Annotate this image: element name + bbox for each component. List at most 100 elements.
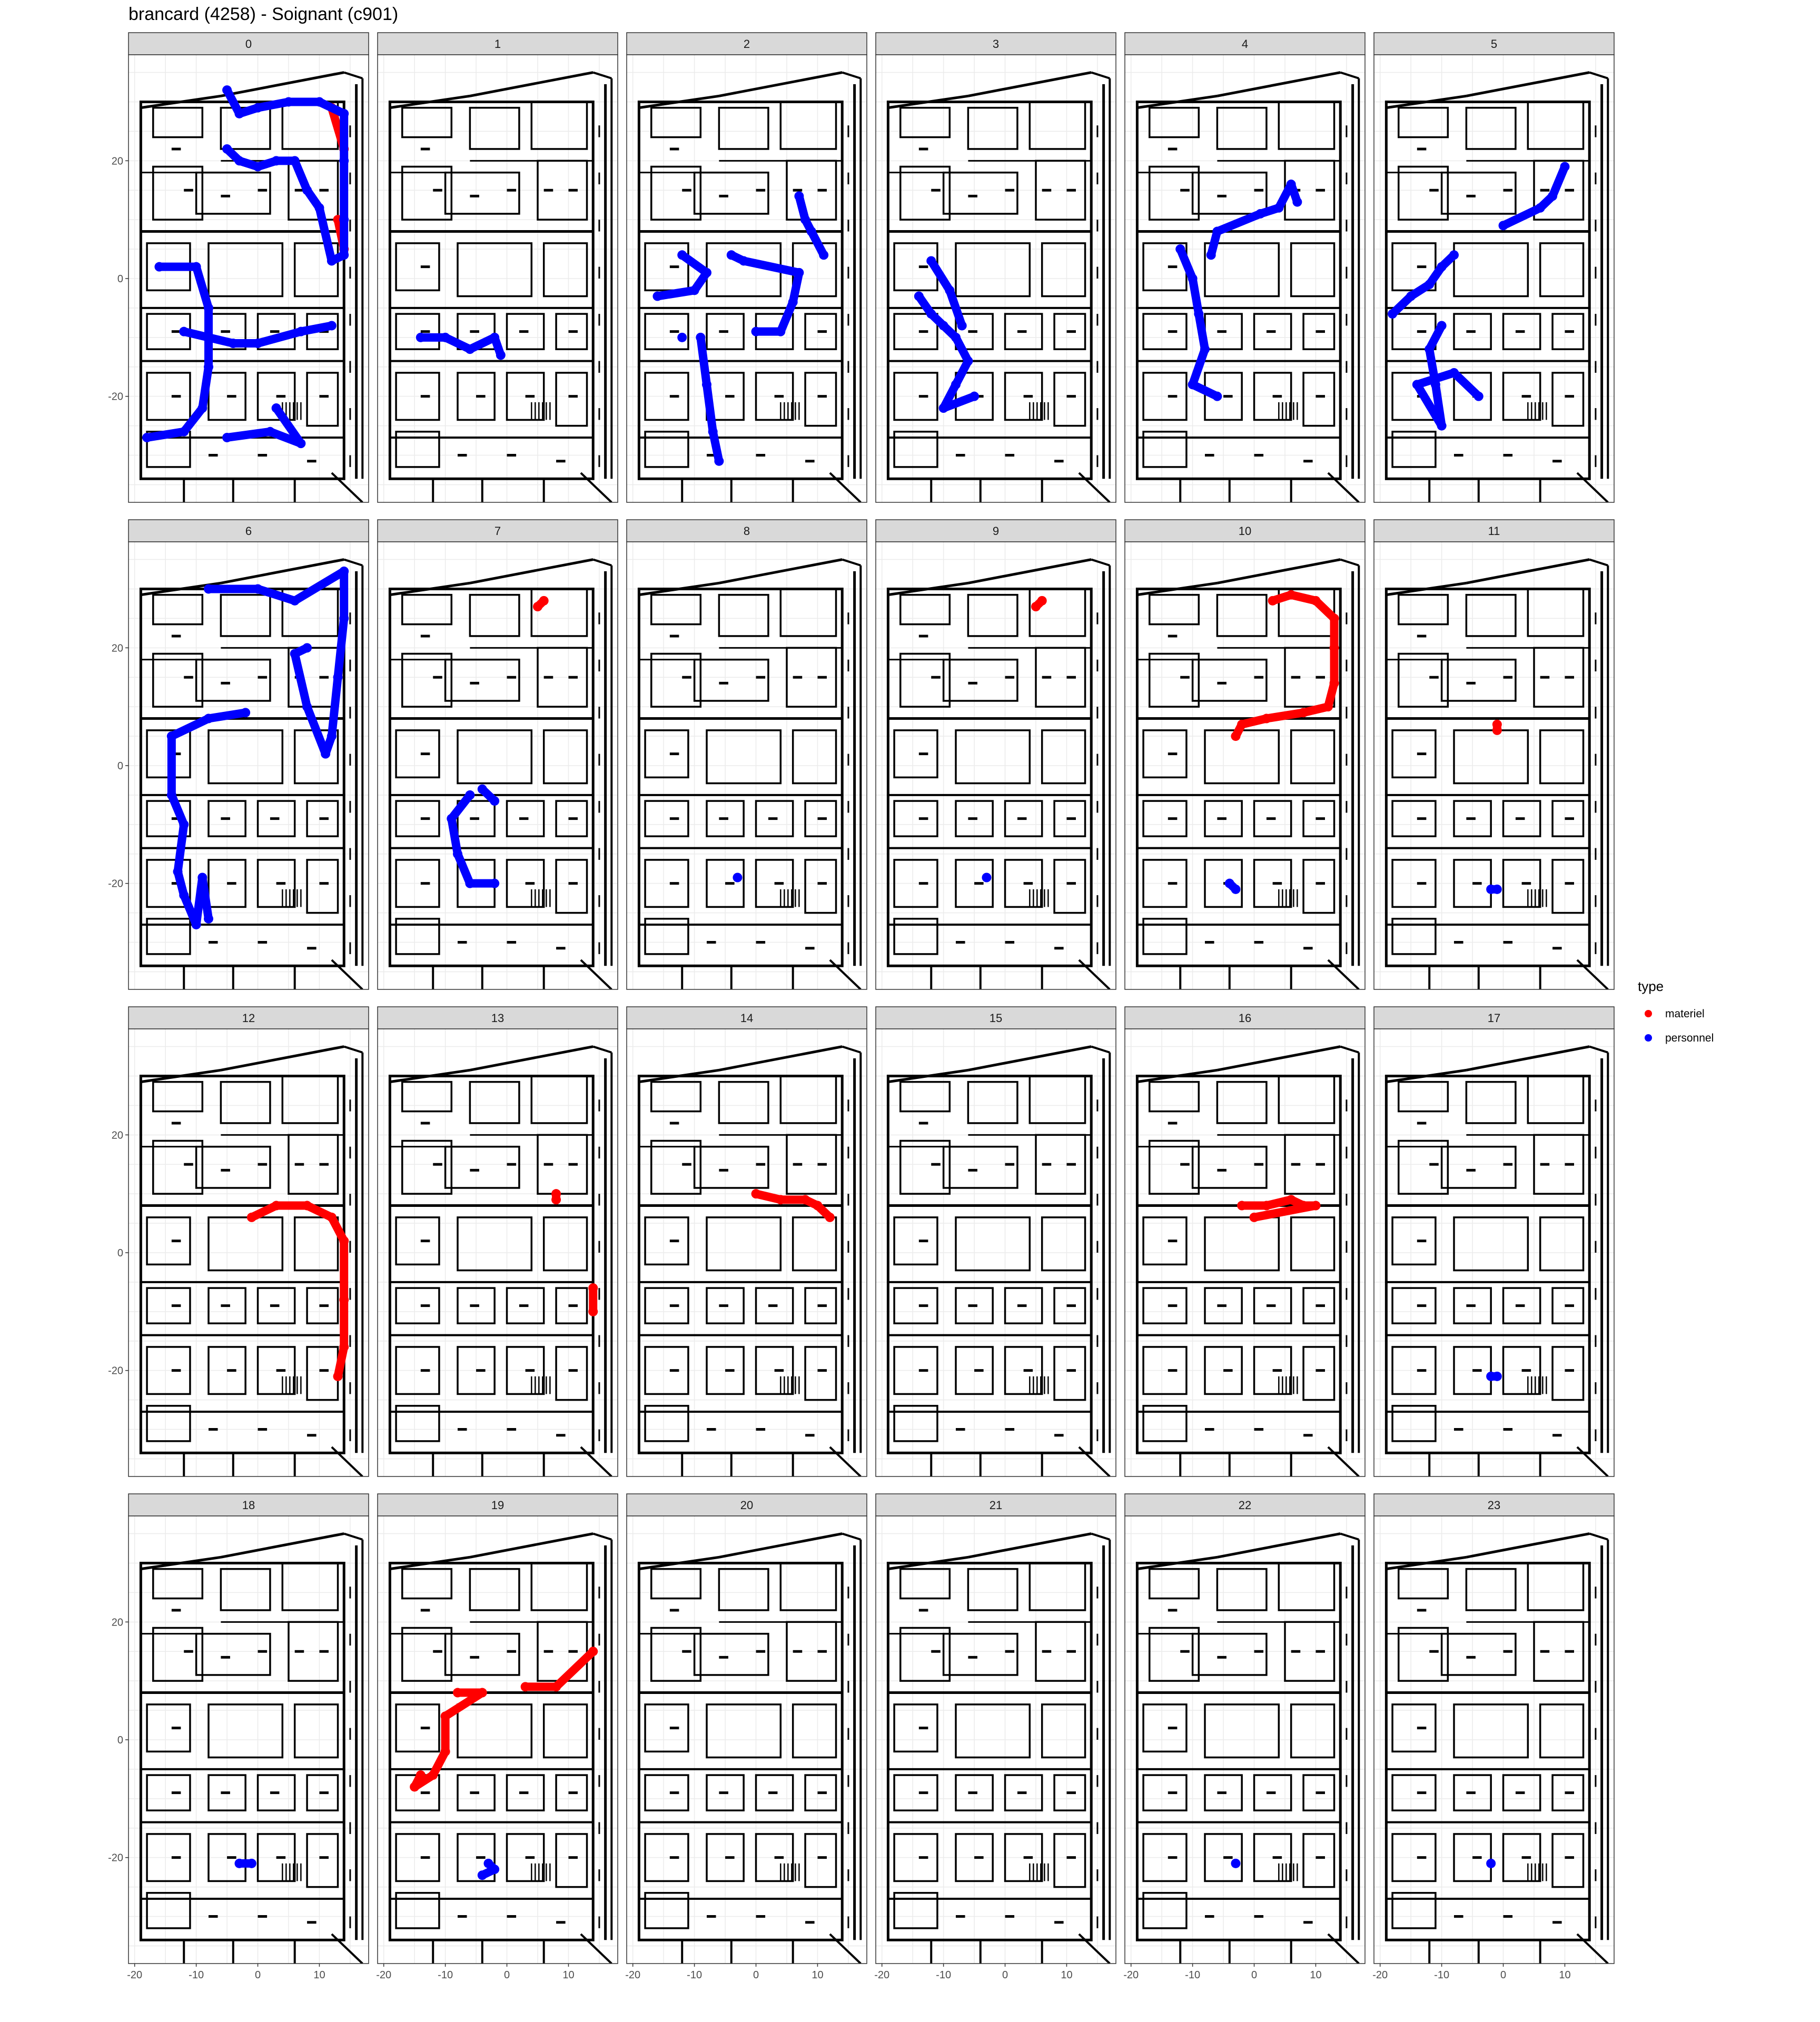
track-personnel xyxy=(453,849,474,888)
y-tick-label: 20 xyxy=(112,1129,123,1141)
y-tick-label: 0 xyxy=(117,273,123,285)
track-personnel xyxy=(696,333,711,389)
facet-panel-6: 6 -20 0 20 xyxy=(108,519,369,990)
track-personnel xyxy=(1225,879,1240,894)
track-personnel xyxy=(788,268,804,306)
track-personnel xyxy=(315,203,336,265)
track-materiel xyxy=(533,596,548,611)
track-materiel xyxy=(1262,1195,1295,1210)
x-tick-label: 10 xyxy=(812,1969,823,1981)
panel-border xyxy=(1124,1515,1366,1964)
track-personnel xyxy=(253,97,293,112)
facet-strip-label: 6 xyxy=(245,524,252,538)
panel-border xyxy=(626,54,867,503)
track-personnel xyxy=(952,356,973,389)
track-personnel xyxy=(290,649,312,711)
panel-border xyxy=(1373,541,1615,990)
panel-plot-area xyxy=(1124,1028,1366,1477)
panel-border xyxy=(626,541,867,990)
floor-plan xyxy=(1135,71,1360,502)
facet-panel-23: 23 -20 -10 0 10 xyxy=(1372,1493,1615,1981)
panel-grid xyxy=(128,542,369,989)
facet-strip-label: 13 xyxy=(491,1012,504,1025)
panel-border xyxy=(1124,1028,1366,1477)
x-tick-label: 0 xyxy=(1500,1969,1506,1981)
floor-plan xyxy=(886,1532,1111,1964)
panel-plot-area xyxy=(875,54,1116,503)
facet-strip-label: 15 xyxy=(990,1012,1002,1025)
track-personnel xyxy=(272,404,305,448)
x-tick-label: -10 xyxy=(1185,1969,1200,1981)
facet-strip-label: 17 xyxy=(1488,1012,1500,1025)
panel-plot-area xyxy=(377,1028,618,1477)
facet-strip-label: 21 xyxy=(990,1499,1002,1512)
point-personnel xyxy=(1231,1858,1241,1868)
x-tick-label: 10 xyxy=(1310,1969,1321,1981)
x-tick-label: 0 xyxy=(504,1969,510,1981)
track-personnel xyxy=(441,333,474,354)
facet-strip xyxy=(626,519,867,542)
floor-plan xyxy=(388,1532,613,1964)
track-personnel xyxy=(447,790,474,823)
panel-plot-area xyxy=(128,54,369,503)
track-materiel xyxy=(1299,702,1332,717)
x-tick-label: -20 xyxy=(376,1969,391,1981)
track-personnel xyxy=(1412,368,1458,389)
facet-strip-label: 3 xyxy=(993,37,999,51)
track-materiel xyxy=(1032,596,1046,611)
facet-strip-label: 0 xyxy=(245,37,252,51)
track-personnel xyxy=(327,673,342,741)
facet-panel-20: 20 -20 -10 0 10 xyxy=(625,1493,867,1981)
track-personnel xyxy=(143,427,189,442)
panel-plot-area xyxy=(626,1515,867,1964)
track-personnel xyxy=(678,251,711,277)
facet-strip xyxy=(1124,32,1366,55)
track-personnel xyxy=(253,584,299,605)
track-materiel xyxy=(429,1747,450,1780)
facet-strip-label: 8 xyxy=(744,524,750,538)
track-materiel xyxy=(813,1201,834,1222)
panel-plot-area xyxy=(626,541,867,990)
facet-strip xyxy=(377,32,618,55)
panel-grid xyxy=(1125,55,1365,502)
track-materiel xyxy=(441,1688,487,1721)
track-materiel xyxy=(1262,708,1308,723)
x-tick-label: -20 xyxy=(625,1969,640,1981)
panel-border xyxy=(875,1515,1116,1964)
track-personnel xyxy=(807,227,828,260)
panel-border xyxy=(875,1028,1116,1477)
floor-plan xyxy=(139,1532,364,1964)
facet-strip-label: 5 xyxy=(1491,37,1497,51)
track-personnel xyxy=(290,567,349,605)
track-personnel xyxy=(939,392,979,413)
y-tick-label: 20 xyxy=(112,155,123,167)
facet-strip-label: 16 xyxy=(1239,1012,1251,1025)
panel-plot-area xyxy=(875,1028,1116,1477)
x-tick-label: 0 xyxy=(1002,1969,1008,1981)
facet-panel-14: 14 xyxy=(626,1006,867,1477)
panel-plot-area xyxy=(377,1515,618,1964)
panel-border xyxy=(377,1515,618,1964)
track-personnel xyxy=(1194,310,1209,354)
x-tick-label: -20 xyxy=(1123,1969,1139,1981)
facet-strip-label: 9 xyxy=(993,524,999,538)
x-tick-label: 10 xyxy=(1061,1969,1072,1981)
x-tick-label: -20 xyxy=(1372,1969,1388,1981)
track-personnel xyxy=(1499,203,1545,230)
facet-panel-22: 22 -20 -10 0 10 xyxy=(1123,1493,1366,1981)
facet-panel-1: 1 xyxy=(377,32,618,503)
track-personnel xyxy=(198,873,213,923)
y-tick-label: 20 xyxy=(112,642,123,654)
floor-plan xyxy=(886,1045,1111,1476)
track-personnel xyxy=(180,327,238,348)
track-personnel xyxy=(1425,321,1446,354)
track-personnel xyxy=(204,708,250,723)
x-tick-label: -20 xyxy=(127,1969,142,1981)
facet-strip-label: 11 xyxy=(1488,524,1500,538)
facet-strip xyxy=(875,32,1116,55)
panel-plot-area xyxy=(1124,541,1366,990)
x-tick-label: 10 xyxy=(313,1969,325,1981)
floor-plan xyxy=(1135,558,1360,989)
track-personnel xyxy=(1412,380,1446,430)
panel-plot-area xyxy=(1373,541,1615,990)
